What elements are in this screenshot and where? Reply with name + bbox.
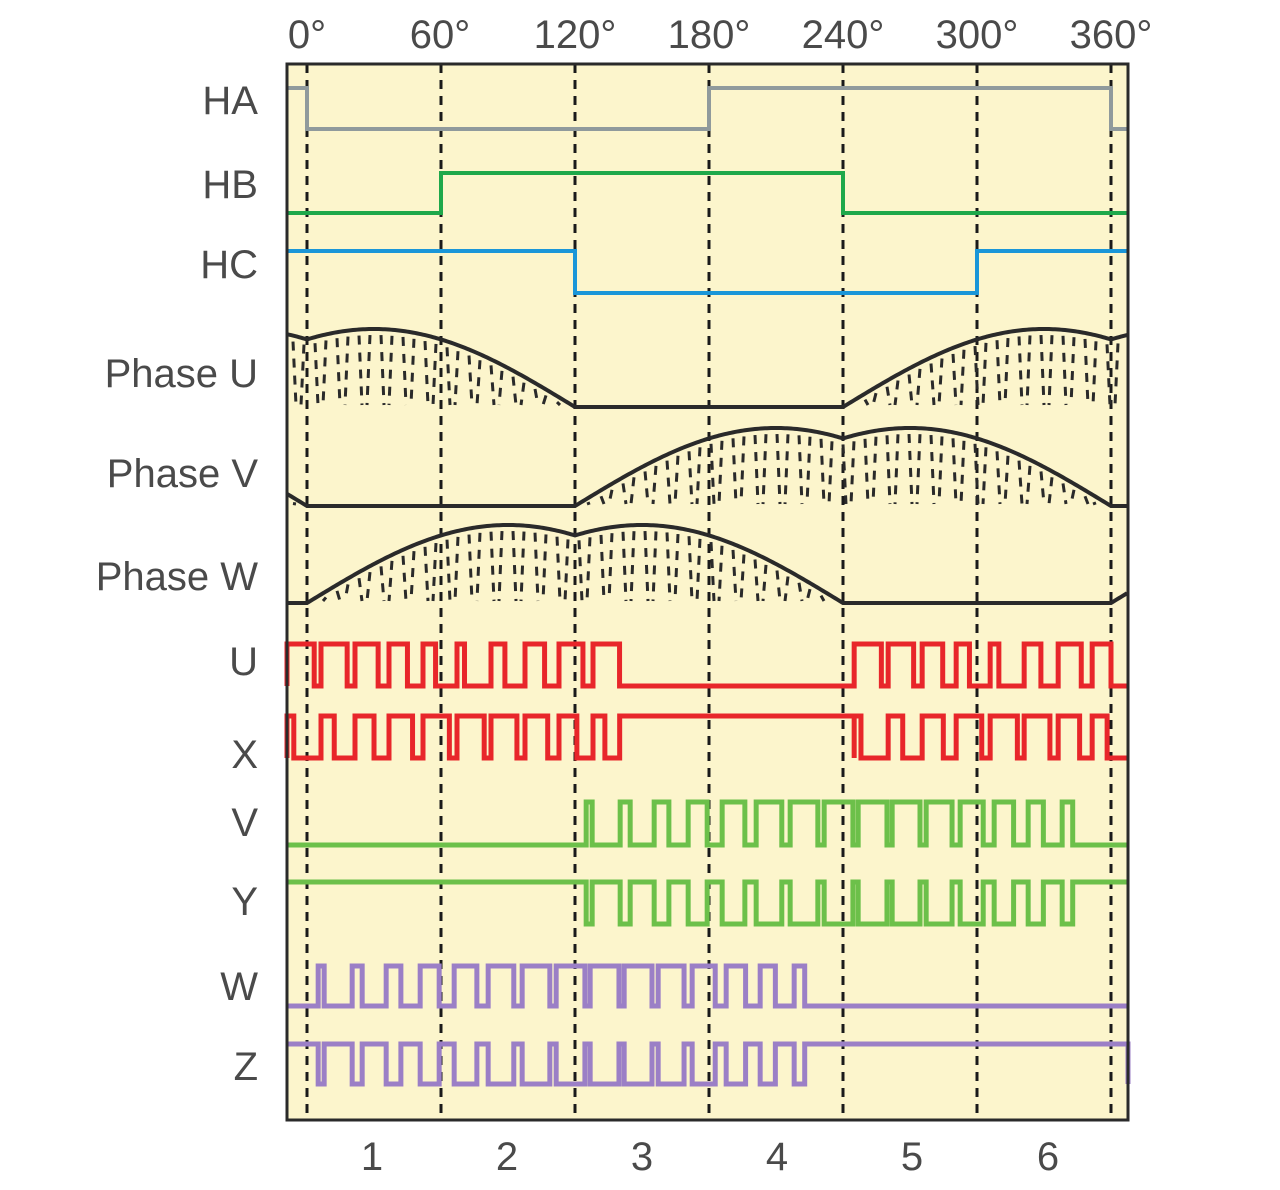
sector-label-1: 1 [361,1135,383,1179]
row-label-hc: HC [200,243,258,287]
angle-label-300: 300° [936,13,1019,57]
sector-axis: 1 2 3 4 5 6 [361,1135,1059,1179]
waveforms [284,86,1131,1087]
row-label-v: V [231,801,258,845]
sector-label-6: 6 [1037,1135,1059,1179]
row-label-y: Y [231,880,258,924]
hb-waveform [287,171,1128,215]
row-label-z: Z [234,1045,258,1089]
row-label-ha: HA [202,79,258,123]
angle-label-180: 180° [668,13,751,57]
row-label-w: W [220,965,258,1009]
diagram-frame [285,62,1130,1122]
phase-w-envelope [287,523,1129,605]
sector-label-3: 3 [631,1135,653,1179]
row-label-u: U [229,640,258,684]
u-gate-signal [284,641,1128,689]
dashed-gridlines [305,64,1113,1120]
v-gate-signal [287,799,1128,848]
phase-w-pwm-texture [321,530,826,602]
angle-label-240: 240° [802,13,885,57]
sector-label-4: 4 [766,1135,788,1179]
w-gate-signal [287,963,1128,1009]
phase-u-envelope [286,327,1128,409]
row-label-phase-w: Phase W [96,555,259,599]
row-label-phase-u: Phase U [105,352,258,396]
z-gate-signal [287,1041,1131,1087]
angle-label-360: 360° [1070,13,1153,57]
angle-axis: 0° 60° 120° 180° 240° 300° 360° [288,13,1152,57]
phase-v-pwm-texture [292,433,1097,506]
angle-label-60: 60° [410,13,471,57]
row-label-x: X [231,733,258,777]
ha-waveform [287,86,1128,131]
angle-label-0: 0° [288,13,326,57]
sector-label-2: 2 [496,1135,518,1179]
phase-u-pwm-texture [291,334,1120,407]
phase-v-envelope [285,426,1127,508]
row-labels: HA HB HC Phase U Phase V Phase W U X V Y… [96,79,259,1089]
x-gate-signal [284,713,1128,761]
sector-label-5: 5 [901,1135,923,1179]
hc-waveform [287,249,1128,295]
y-gate-signal [287,879,1128,927]
row-label-hb: HB [202,163,258,207]
angle-label-120: 120° [534,13,617,57]
row-label-phase-v: Phase V [107,452,259,496]
